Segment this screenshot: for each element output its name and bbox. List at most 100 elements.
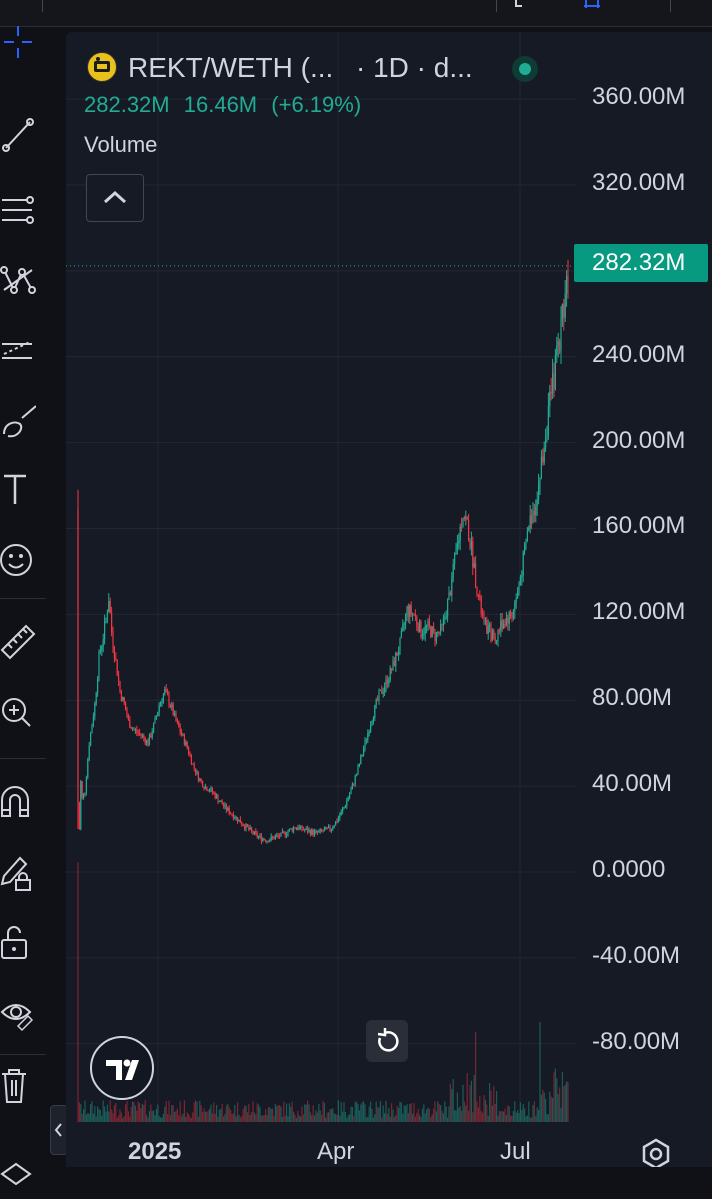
lock-icon[interactable] <box>0 922 36 962</box>
candle-body <box>388 680 390 685</box>
volume-bar <box>438 1104 440 1122</box>
candle-body <box>206 786 208 791</box>
pattern-icon[interactable] <box>0 260 36 300</box>
candle-body <box>105 617 107 621</box>
ruler-icon[interactable] <box>0 620 36 660</box>
volume-bar <box>559 1087 561 1122</box>
volume-bar <box>515 1112 517 1122</box>
volume-bar <box>332 1108 334 1122</box>
candle-body <box>168 694 170 706</box>
volume-bar <box>118 1115 120 1122</box>
indicator-icon[interactable] <box>580 0 604 12</box>
magnet-icon[interactable] <box>0 782 36 822</box>
candle-body <box>337 818 339 822</box>
volume-bar <box>490 1090 492 1122</box>
symbol-timeframe[interactable]: · 1D · d... <box>356 52 473 83</box>
volume-bar <box>483 1095 485 1122</box>
candle-body <box>435 632 437 642</box>
volume-bar <box>150 1104 152 1122</box>
volume-bar <box>146 1114 148 1122</box>
volume-bar <box>197 1116 199 1122</box>
volume-bar <box>316 1112 318 1122</box>
volume-bar <box>253 1112 255 1122</box>
lock-drawing-icon[interactable] <box>0 852 36 892</box>
volume-study-label[interactable]: Volume <box>84 132 158 157</box>
volume-bar <box>424 1113 426 1122</box>
volume-bar <box>480 1110 482 1122</box>
volume-bar <box>451 1089 453 1122</box>
layers-icon[interactable] <box>0 1154 36 1194</box>
candle-body <box>314 831 316 835</box>
candle-body <box>419 621 421 632</box>
candle-body <box>111 613 113 633</box>
chart-type-icon[interactable] <box>508 0 532 12</box>
volume-bar <box>234 1104 236 1122</box>
candle-body <box>80 781 82 830</box>
eye-icon[interactable] <box>0 992 36 1032</box>
candle-body <box>368 732 370 734</box>
volume-bar <box>508 1106 510 1122</box>
candle-body <box>300 825 302 828</box>
volume-bar <box>378 1107 380 1122</box>
price-chart[interactable] <box>66 32 712 1167</box>
brush-icon[interactable] <box>0 402 36 442</box>
candle-body <box>235 817 237 819</box>
candle-body <box>118 675 120 682</box>
volume-bar <box>151 1110 153 1122</box>
volume-bar <box>437 1101 439 1122</box>
volume-bar <box>360 1104 362 1122</box>
candle-body <box>561 304 563 320</box>
volume-bar <box>309 1111 311 1122</box>
chart-pane[interactable]: REKT/WETH (... · 1D · d... 282.32M 16.46… <box>66 32 712 1167</box>
text-icon[interactable] <box>0 470 36 510</box>
candle-body <box>217 795 219 802</box>
candle-body <box>165 689 167 691</box>
x-label-2025: 2025 <box>128 1138 182 1165</box>
volume-bar <box>263 1115 265 1122</box>
candle-body <box>381 689 383 694</box>
volume-bar <box>517 1110 519 1122</box>
candle-body <box>378 690 380 700</box>
volume-bar <box>286 1103 288 1122</box>
volume-bar <box>440 1105 442 1122</box>
candle-body <box>547 406 549 436</box>
volume-bar <box>323 1103 325 1122</box>
volume-bar <box>172 1105 174 1122</box>
volume-bar <box>330 1109 332 1122</box>
candle-body <box>305 828 307 830</box>
trend-line-icon[interactable] <box>0 114 36 154</box>
symbol-name[interactable]: REKT/WETH (... <box>128 52 334 83</box>
volume-bar <box>454 1110 456 1122</box>
forecast-icon[interactable] <box>0 330 36 370</box>
volume-bar <box>556 1078 558 1122</box>
zoom-in-icon[interactable] <box>0 692 36 732</box>
candle-body <box>350 789 352 794</box>
candle-body <box>101 646 103 651</box>
fib-retracement-icon[interactable] <box>0 190 36 230</box>
volume-bar <box>487 1115 489 1122</box>
candle-body <box>521 575 523 578</box>
volume-bar <box>382 1105 384 1122</box>
candle-body <box>490 624 492 641</box>
trash-icon[interactable] <box>0 1066 36 1106</box>
volume-bar <box>479 1095 481 1122</box>
candle-body <box>522 551 524 576</box>
gear-icon[interactable] <box>638 1136 674 1167</box>
candle-body <box>524 544 526 552</box>
candle-body <box>154 718 156 724</box>
volume-bar <box>339 1115 341 1122</box>
reset-chart-button[interactable] <box>366 1020 408 1062</box>
volume-bar <box>392 1109 394 1122</box>
tradingview-logo[interactable] <box>90 1036 154 1100</box>
volume-bar <box>248 1104 250 1122</box>
volume-bar <box>91 1101 93 1122</box>
emoji-icon[interactable] <box>0 540 36 580</box>
candle-body <box>126 710 128 717</box>
legend-collapse-button[interactable] <box>86 174 144 222</box>
candle-body <box>385 679 387 688</box>
volume-bar <box>486 1104 488 1122</box>
crosshair-icon[interactable] <box>0 22 36 62</box>
volume-bar <box>207 1110 209 1122</box>
candle-body <box>176 721 178 723</box>
y-label: 80.00M <box>592 684 673 712</box>
